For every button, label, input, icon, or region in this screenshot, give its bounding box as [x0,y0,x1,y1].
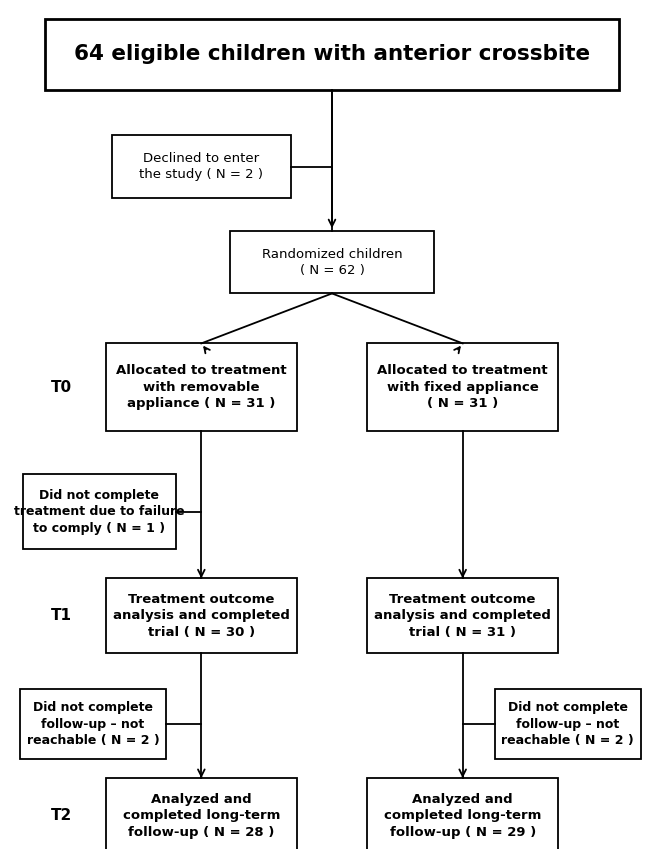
FancyBboxPatch shape [367,778,558,849]
Text: T0: T0 [50,380,72,395]
Text: Did not complete
follow-up – not
reachable ( N = 2 ): Did not complete follow-up – not reachab… [501,701,634,747]
FancyBboxPatch shape [230,231,434,294]
FancyBboxPatch shape [106,578,297,654]
FancyBboxPatch shape [106,343,297,430]
Text: Did not complete
follow-up – not
reachable ( N = 2 ): Did not complete follow-up – not reachab… [27,701,159,747]
FancyBboxPatch shape [106,778,297,849]
FancyBboxPatch shape [367,343,558,430]
Text: Treatment outcome
analysis and completed
trial ( N = 30 ): Treatment outcome analysis and completed… [113,593,290,638]
Text: T1: T1 [50,609,72,623]
Text: Allocated to treatment
with fixed appliance
( N = 31 ): Allocated to treatment with fixed applia… [377,364,548,410]
Text: Treatment outcome
analysis and completed
trial ( N = 31 ): Treatment outcome analysis and completed… [374,593,551,638]
FancyBboxPatch shape [45,19,619,90]
FancyBboxPatch shape [112,135,291,198]
Text: Declined to enter
the study ( N = 2 ): Declined to enter the study ( N = 2 ) [139,152,264,182]
FancyBboxPatch shape [23,475,176,549]
Text: Allocated to treatment
with removable
appliance ( N = 31 ): Allocated to treatment with removable ap… [116,364,287,410]
Text: Randomized children
( N = 62 ): Randomized children ( N = 62 ) [262,248,402,277]
Text: 64 eligible children with anterior crossbite: 64 eligible children with anterior cross… [74,44,590,65]
FancyBboxPatch shape [20,689,166,759]
Text: T2: T2 [50,808,72,823]
FancyBboxPatch shape [495,689,641,759]
Text: Analyzed and
completed long-term
follow-up ( N = 29 ): Analyzed and completed long-term follow-… [384,793,541,839]
FancyBboxPatch shape [367,578,558,654]
Text: Analyzed and
completed long-term
follow-up ( N = 28 ): Analyzed and completed long-term follow-… [123,793,280,839]
Text: Did not complete
treatment due to failure
to comply ( N = 1 ): Did not complete treatment due to failur… [14,489,185,535]
